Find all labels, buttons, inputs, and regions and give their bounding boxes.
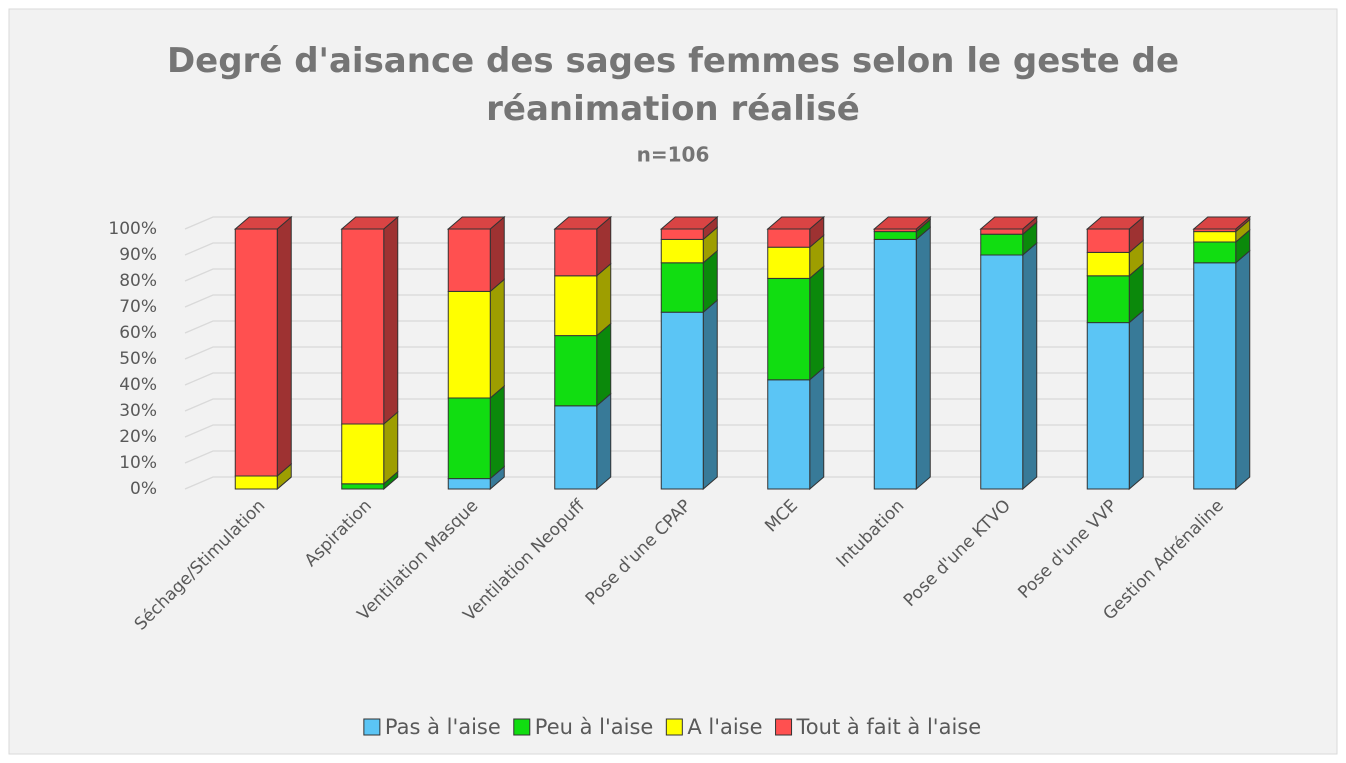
bar-side bbox=[596, 322, 612, 407]
y-tick-label: 60% bbox=[119, 323, 157, 343]
bar-side bbox=[489, 384, 505, 480]
bar bbox=[341, 228, 385, 425]
bar bbox=[980, 254, 1024, 490]
bar bbox=[767, 379, 811, 490]
legend-swatch bbox=[775, 718, 793, 736]
y-tick-label: 40% bbox=[119, 375, 157, 395]
legend-label: Peu à l'aise bbox=[535, 715, 654, 739]
bar bbox=[660, 262, 704, 313]
bar bbox=[1086, 228, 1130, 253]
bar bbox=[1086, 275, 1130, 324]
bar bbox=[554, 405, 598, 490]
bar-top bbox=[233, 216, 293, 230]
bar-top bbox=[659, 216, 719, 230]
bar bbox=[873, 238, 917, 490]
bar-top bbox=[446, 216, 506, 230]
bar-side bbox=[809, 366, 825, 491]
bar bbox=[447, 228, 491, 292]
bar-side bbox=[1128, 309, 1144, 491]
bar-side bbox=[1022, 241, 1038, 491]
bar bbox=[1193, 231, 1237, 243]
bar bbox=[1193, 241, 1237, 264]
y-tick-label: 30% bbox=[119, 401, 157, 421]
bar bbox=[234, 228, 278, 477]
bar bbox=[980, 228, 1024, 235]
bar-side bbox=[489, 278, 505, 400]
bar bbox=[341, 483, 385, 490]
legend-swatch bbox=[665, 718, 683, 736]
bar bbox=[554, 228, 598, 277]
y-tick-label: 100% bbox=[108, 219, 157, 239]
bar-top bbox=[1085, 216, 1145, 230]
bar bbox=[660, 238, 704, 264]
y-tick-label: 10% bbox=[119, 453, 157, 473]
y-tick-label: 80% bbox=[119, 271, 157, 291]
bar bbox=[980, 233, 1024, 256]
bar bbox=[447, 397, 491, 480]
y-tick-label: 70% bbox=[119, 297, 157, 317]
bar bbox=[447, 290, 491, 399]
y-tick-label: 50% bbox=[119, 349, 157, 369]
bar-side bbox=[276, 215, 292, 478]
bar bbox=[554, 275, 598, 337]
bar-top bbox=[553, 216, 613, 230]
bar-side bbox=[809, 265, 825, 381]
bar-top bbox=[766, 216, 826, 230]
bar-side bbox=[915, 226, 931, 491]
bar bbox=[1086, 251, 1130, 277]
bar bbox=[660, 311, 704, 490]
legend-swatch bbox=[513, 718, 531, 736]
bar-side bbox=[1235, 249, 1251, 491]
bar bbox=[1193, 262, 1237, 490]
y-tick-label: 0% bbox=[130, 479, 157, 499]
legend-swatch bbox=[363, 718, 381, 736]
y-tick-label: 20% bbox=[119, 427, 157, 447]
legend-label: Pas à l'aise bbox=[385, 715, 501, 739]
bar-top bbox=[872, 216, 932, 230]
bar bbox=[234, 475, 278, 490]
bar bbox=[554, 335, 598, 407]
bar bbox=[447, 478, 491, 490]
bar-top bbox=[1192, 216, 1252, 230]
bar-top bbox=[979, 216, 1039, 230]
bar bbox=[873, 231, 917, 240]
y-tick-label: 90% bbox=[119, 245, 157, 265]
bar-side bbox=[702, 299, 718, 491]
bar-side bbox=[596, 392, 612, 491]
bar bbox=[341, 423, 385, 485]
chart-title: Degré d'aisance des sages femmes selon l… bbox=[167, 41, 1179, 129]
bar bbox=[767, 246, 811, 279]
chart-subtitle: n=106 bbox=[637, 143, 710, 167]
bar bbox=[767, 277, 811, 381]
bar bbox=[660, 228, 704, 240]
bar-side bbox=[383, 215, 399, 426]
bar-side bbox=[489, 215, 505, 293]
bar bbox=[1086, 322, 1130, 490]
bar bbox=[767, 228, 811, 248]
legend-label: A l'aise bbox=[687, 715, 762, 739]
legend-label: Tout à fait à l'aise bbox=[796, 715, 982, 739]
bar-top bbox=[340, 216, 400, 230]
